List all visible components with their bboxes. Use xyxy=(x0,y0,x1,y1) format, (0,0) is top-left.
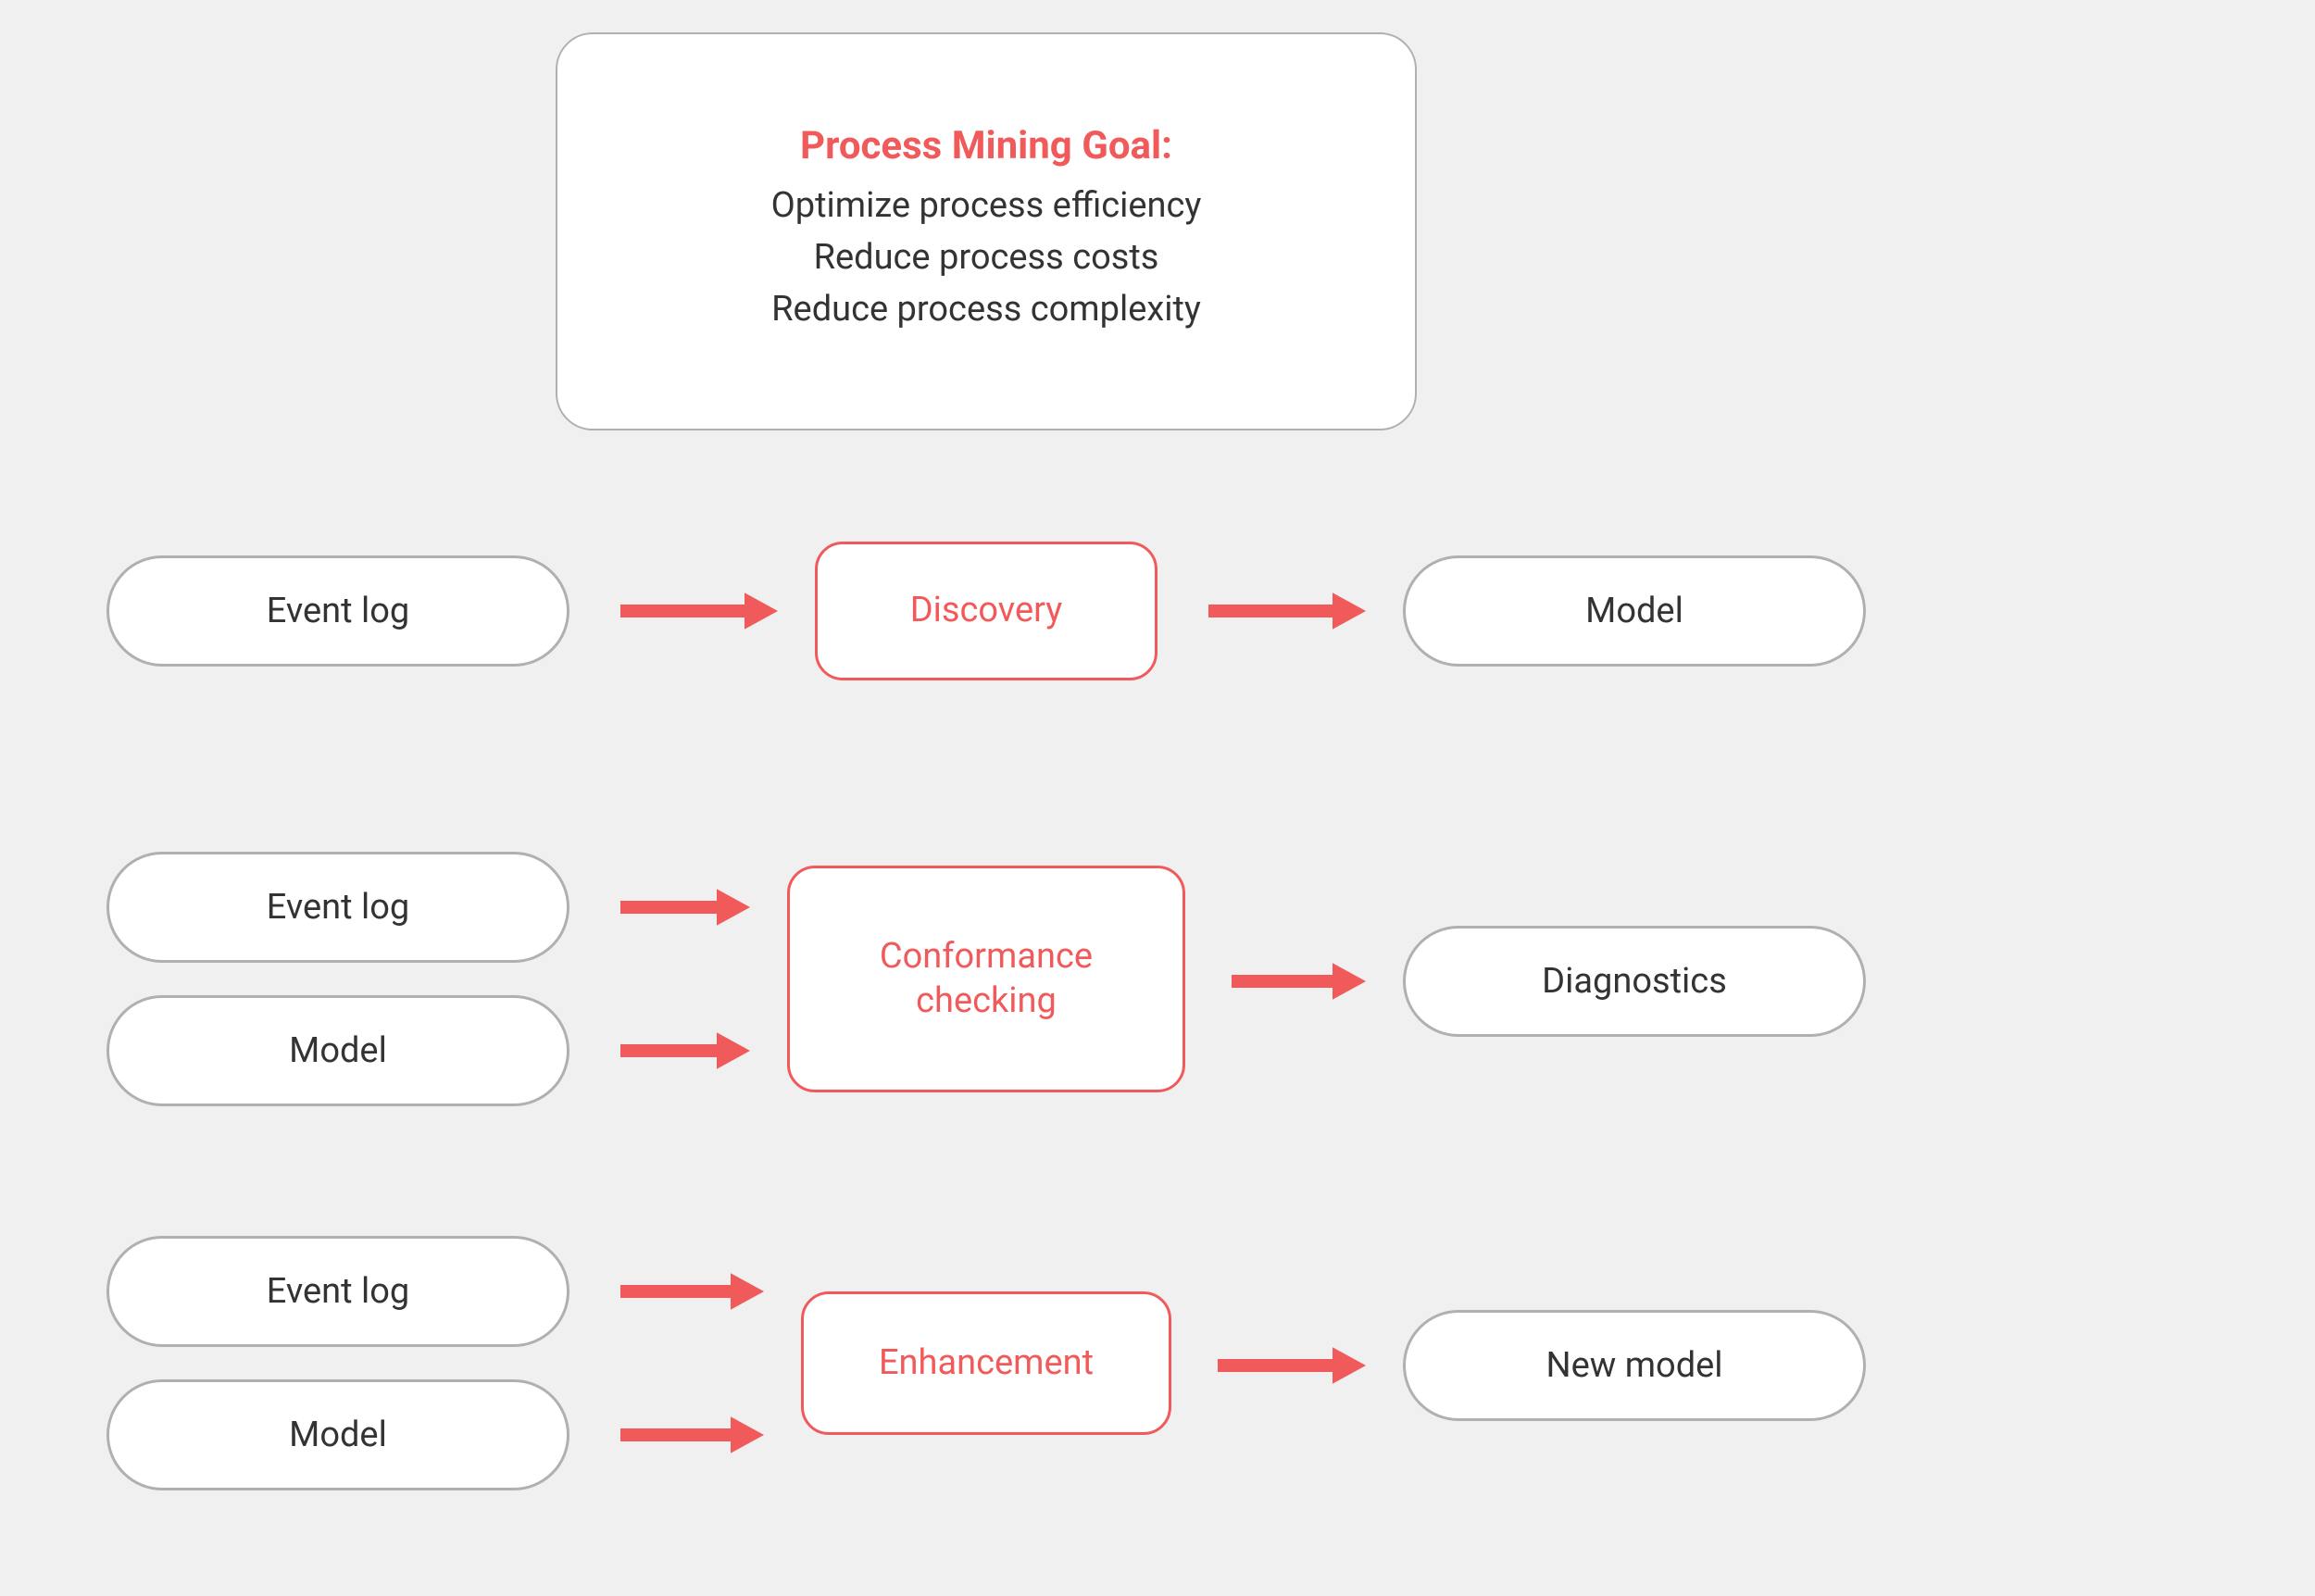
node-label: Conformance checking xyxy=(790,935,1183,1023)
node-label: Model xyxy=(270,1415,406,1455)
node-row1-eventlog: Event log xyxy=(106,555,569,667)
node-row3-eventlog: Event log xyxy=(106,1236,569,1347)
node-label: Model xyxy=(270,1030,406,1071)
node-row2-eventlog: Event log xyxy=(106,852,569,963)
node-row2-diagnostics: Diagnostics xyxy=(1403,926,1866,1037)
node-row2-conformance: Conformance checking xyxy=(787,866,1185,1092)
goal-line-1: Optimize process efficiency xyxy=(771,185,1202,226)
goal-box: Process Mining Goal: Optimize process ef… xyxy=(556,32,1417,430)
node-label: Event log xyxy=(248,887,429,928)
node-row3-enhancement: Enhancement xyxy=(801,1291,1171,1435)
node-row3-newmodel: New model xyxy=(1403,1310,1866,1421)
node-row3-model: Model xyxy=(106,1379,569,1490)
node-label: Event log xyxy=(248,1271,429,1312)
goal-line-3: Reduce process complexity xyxy=(771,289,1201,330)
goal-title: Process Mining Goal: xyxy=(800,123,1172,168)
node-label: Discovery xyxy=(892,589,1082,633)
node-label: Model xyxy=(1567,591,1702,631)
node-label: Diagnostics xyxy=(1523,961,1746,1002)
node-label: Enhancement xyxy=(860,1341,1112,1386)
node-row1-model: Model xyxy=(1403,555,1866,667)
node-label: Event log xyxy=(248,591,429,631)
goal-line-2: Reduce process costs xyxy=(814,237,1159,278)
node-label: New model xyxy=(1527,1345,1741,1386)
node-row1-discovery: Discovery xyxy=(815,542,1158,680)
node-row2-model: Model xyxy=(106,995,569,1106)
